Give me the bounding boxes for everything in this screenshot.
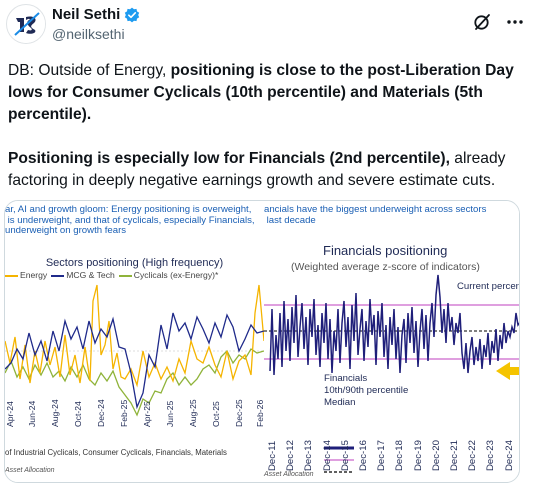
legend-item-energy: Energy xyxy=(5,270,47,280)
x-tick: Dec-15 xyxy=(340,440,351,471)
legend-item-financials: Financials xyxy=(324,373,368,450)
more-options-icon[interactable] xyxy=(505,12,525,32)
financials-positioning-chart: ancials have the biggest underweight acr… xyxy=(264,201,520,482)
chart-banner: ar, AI and growth gloom: Energy position… xyxy=(5,204,255,236)
x-tick: Dec-24 xyxy=(504,440,515,471)
chart-title: Sectors positioning (High frequency) xyxy=(45,257,224,269)
x-tick: Oct-24 xyxy=(73,401,83,427)
x-tick: Apr-24 xyxy=(5,401,15,427)
legend-item-median: Median xyxy=(324,397,356,473)
chart-banner: ancials have the biggest underweight acr… xyxy=(264,204,487,226)
current-percentile-label: Current percent xyxy=(457,281,520,292)
post-paragraph-1: DB: Outside of Energy, positioning is cl… xyxy=(8,60,528,126)
chart-subtitle: (Weighted average z-score of indicators) xyxy=(291,261,480,273)
author-row: Neil Sethi xyxy=(52,6,140,23)
x-tick: Dec-22 xyxy=(467,440,478,471)
chart-title: Financials positioning xyxy=(323,243,448,258)
x-tick: Dec-25 xyxy=(234,399,244,427)
media-card[interactable]: ar, AI and growth gloom: Energy position… xyxy=(4,200,520,483)
post-text-bold: positioning is close to the post-Liberat… xyxy=(8,62,514,123)
sector-lines-plot xyxy=(5,284,264,417)
x-tick: Dec-17 xyxy=(376,440,387,471)
x-tick: Dec-14 xyxy=(322,440,333,471)
x-tick: Dec-19 xyxy=(413,440,424,471)
legend-item-percentile: 10th/90th percentile xyxy=(324,385,409,461)
financials-lines-plot xyxy=(264,274,519,380)
post-paragraph-2: Positioning is especially low for Financ… xyxy=(8,148,528,192)
x-tick: Dec-21 xyxy=(449,440,460,471)
x-tick: Jun-24 xyxy=(27,400,37,427)
x-tick: Oct-25 xyxy=(211,401,221,427)
x-tick: Dec-12 xyxy=(285,440,296,471)
chart-source: Asset Allocation xyxy=(264,471,314,478)
x-tick: Dec-16 xyxy=(358,440,369,471)
x-tick: Dec-11 xyxy=(267,440,278,471)
grok-icon[interactable] xyxy=(472,12,492,32)
x-tick: Aug-24 xyxy=(50,399,60,427)
post-text-plain: DB: Outside of Energy, xyxy=(8,62,171,79)
x-tick: Jun-25 xyxy=(165,400,175,427)
current-position-arrow-icon xyxy=(496,362,519,380)
legend-item-cyclicals: Cyclicals (ex-Energy)* xyxy=(118,270,218,280)
x-tick: Aug-25 xyxy=(188,399,198,427)
chart-source: Asset Allocation xyxy=(5,467,55,474)
x-tick: Dec-24 xyxy=(96,399,106,427)
x-tick: Dec-13 xyxy=(303,440,314,471)
x-tick: Dec-18 xyxy=(394,440,405,471)
author-handle[interactable]: @neilksethi xyxy=(52,26,125,42)
x-tick: Apr-25 xyxy=(142,401,152,427)
x-tick: Feb-25 xyxy=(119,399,129,427)
author-name[interactable]: Neil Sethi xyxy=(52,6,121,23)
x-tick: Dec-20 xyxy=(431,440,442,471)
post-text-bold: Positioning is especially low for Financ… xyxy=(8,150,450,167)
chart-footnote: of Industrial Cyclicals, Consumer Cyclic… xyxy=(5,448,227,457)
x-tick: Dec-23 xyxy=(485,440,496,471)
post-text-plain: already factoring in deeply negative ear… xyxy=(8,150,506,189)
ns-logo-avatar-icon[interactable] xyxy=(6,4,46,44)
sector-positioning-chart: ar, AI and growth gloom: Energy position… xyxy=(5,201,265,482)
chart-legend: Energy MCG & Tech Cyclicals (ex-Energy)* xyxy=(5,270,218,280)
legend-item-mcg-tech: MCG & Tech xyxy=(51,270,115,280)
verified-badge-icon xyxy=(124,7,140,23)
